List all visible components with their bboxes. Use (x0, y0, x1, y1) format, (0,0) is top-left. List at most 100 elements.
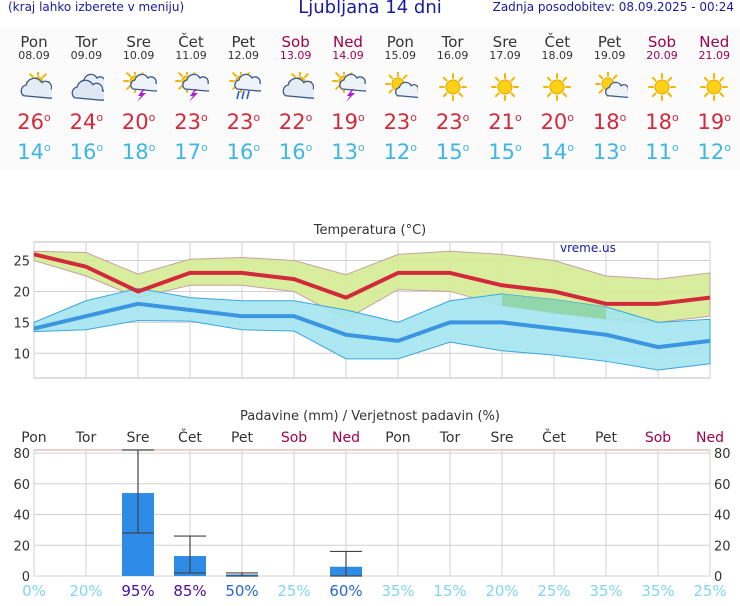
sun-ray (178, 72, 184, 78)
cloud-shape (234, 73, 262, 92)
degree-mark: o (96, 111, 104, 124)
sun-icon (543, 73, 572, 101)
max-temp-line (33, 252, 711, 306)
day-date: 18.09 (541, 49, 574, 62)
day-name: Sre (126, 33, 151, 51)
sun-ray (494, 76, 500, 82)
day-date: 13.09 (279, 49, 312, 62)
temp-max-value: 21 (488, 110, 515, 134)
x-tick-label: Sre (127, 430, 150, 446)
temp-min: 18o (113, 140, 165, 164)
degree-mark: o (462, 111, 470, 124)
temp-max-value: 23 (383, 110, 411, 134)
chart-title: Temperatura (°C) (313, 223, 426, 238)
temp-min: 14o (8, 140, 60, 164)
degree-mark: o (724, 141, 732, 154)
temp-min: 12o (688, 140, 740, 164)
day-column: Pet 19.09 18o 13o (584, 28, 636, 164)
day-name: Pet (231, 33, 256, 51)
rain-drop (246, 90, 251, 100)
rain-drop (241, 90, 246, 100)
sun-ray (612, 74, 618, 80)
temp-max-value: 19 (697, 110, 725, 134)
probability-label: 15% (433, 582, 466, 600)
sun-ray (598, 74, 603, 80)
cloudy-icon (71, 73, 105, 101)
sun-icon (647, 73, 676, 101)
day-name: Sob (647, 33, 677, 51)
precipitation-chart: Padavine (mm) / Verjetnost padavin (%) Po… (13, 409, 730, 600)
sun-ray (402, 74, 408, 80)
degree-mark: o (253, 141, 261, 154)
cloud-shape (71, 79, 105, 101)
header-menu-hint[interactable]: (kraj lahko izberete v meniju) (8, 0, 185, 14)
temp-max: 22o (270, 110, 322, 134)
day-date: 11.09 (175, 49, 207, 62)
sun-ray (29, 73, 35, 79)
sun-disc (654, 79, 670, 95)
day-date: 17.09 (489, 49, 521, 62)
sun-ray (388, 74, 394, 80)
lightning-shape (345, 89, 355, 102)
temp-min-value: 11 (645, 140, 672, 164)
temp-min-value: 15 (435, 140, 463, 164)
temp-max: 20o (113, 110, 165, 134)
thunderstorm-sun-icon (174, 72, 209, 102)
probability-label: 0% (22, 582, 46, 600)
sun-ray (125, 84, 131, 90)
sun-ray (651, 76, 657, 82)
sun-ray (704, 76, 709, 82)
day-column: Tor 09.09 24o 16o (60, 28, 112, 164)
sun-ray (719, 76, 725, 82)
x-tick-label: Sob (645, 430, 671, 446)
degree-mark: o (567, 141, 575, 154)
lightning-shape (188, 89, 198, 102)
day-date: 09.09 (70, 49, 103, 62)
page-title: Ljubljana 14 dni (298, 0, 442, 18)
temp-min-value: 15 (488, 140, 515, 164)
temp-min: 13o (584, 140, 636, 164)
day-name: Pet (597, 33, 622, 51)
degree-mark: o (148, 141, 156, 154)
probability-label: 35% (589, 582, 622, 600)
sun-shape (700, 73, 729, 101)
daily-forecast-strip: Pon 08.09 26o 14o Tor 09.09 24o 16o Sre 10.09 20o 1… (0, 28, 740, 170)
temp-min-value: 16 (278, 140, 306, 164)
x-tick-label: Čet (542, 428, 566, 446)
sun-ray (719, 92, 725, 98)
x-tick-label: Ned (696, 430, 724, 446)
sun-ray (232, 72, 238, 78)
day-column: Pon 08.09 26o 14o (8, 28, 60, 164)
degree-mark: o (514, 141, 522, 154)
day-date: 14.09 (332, 49, 364, 62)
temp-min-value: 14 (17, 140, 44, 164)
x-tick-label: Pon (385, 430, 410, 446)
y-tick-label: 40 (13, 509, 30, 524)
sun-ray (598, 88, 603, 94)
x-tick-label: Tor (439, 430, 461, 446)
cloud-shape (282, 77, 314, 99)
temp-max: 20o (531, 110, 583, 134)
rain-sun-icon (229, 72, 262, 100)
temp-min: 11o (636, 140, 688, 164)
degree-mark: o (305, 111, 313, 124)
temperature-chart: Temperatura (°C) 10 15 20 25 vreme.us (13, 223, 711, 379)
sun-shape (647, 73, 676, 101)
degree-mark: o (148, 111, 156, 124)
day-date: 08.09 (18, 49, 50, 62)
temp-min: 15o (427, 140, 479, 164)
temp-max: 19o (688, 110, 740, 134)
partly-cloudy-icon (282, 72, 314, 99)
probability-label: 85% (173, 582, 206, 600)
temp-max: 23o (427, 110, 479, 134)
day-date: 20.09 (646, 49, 678, 62)
sun-ray (510, 76, 516, 82)
day-name: Pon (20, 33, 48, 51)
rain-drop (236, 90, 241, 100)
temp-min-value: 12 (383, 140, 411, 164)
temp-max-value: 20 (540, 110, 568, 134)
sun-disc (549, 79, 565, 95)
thunderstorm-sun-icon (122, 72, 157, 102)
probability-label: 50% (225, 582, 258, 600)
sun-shape (438, 73, 467, 101)
